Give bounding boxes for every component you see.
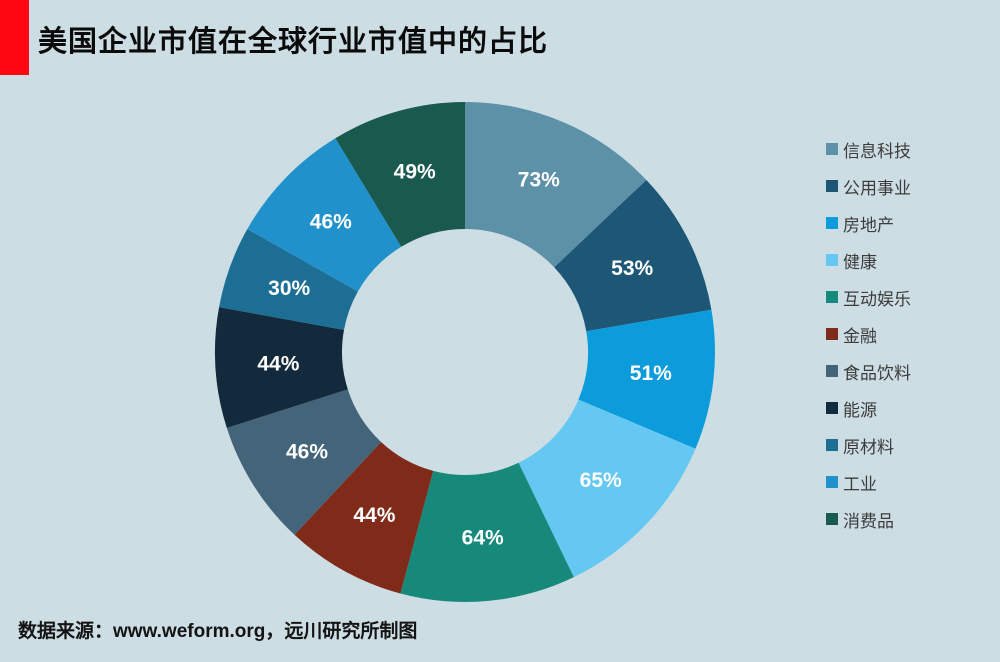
page-title: 美国企业市值在全球行业市值中的占比 — [38, 26, 549, 58]
segment-value-label: 49% — [394, 160, 436, 183]
segment-value-label: 44% — [257, 352, 299, 375]
legend-swatch-icon — [826, 143, 838, 155]
chart-legend: 信息科技 公用事业 房地产 健康 互动娱乐 金融 食品饮料 — [826, 140, 911, 531]
legend-swatch-icon — [826, 328, 838, 340]
segment-value-label: 64% — [462, 527, 504, 550]
legend-swatch-icon — [826, 476, 838, 488]
donut-segment — [465, 102, 647, 268]
segment-value-label: 53% — [611, 257, 653, 280]
legend-swatch-icon — [826, 291, 838, 303]
donut-segment — [214, 307, 348, 428]
donut-chart: 73% 53% 51% 65% 64% 44% 46% 44% 30% 46% 49% — [214, 102, 715, 602]
legend-label: 金融 — [843, 326, 877, 346]
segment-value-label: 30% — [268, 277, 310, 300]
donut-segment — [400, 462, 574, 602]
donut-segment — [247, 138, 402, 292]
legend-swatch-icon — [826, 254, 838, 266]
legend-item: 食品饮料 — [826, 362, 911, 383]
legend-label: 信息科技 — [843, 141, 911, 161]
legend-label: 公用事业 — [843, 178, 911, 198]
source-attribution: 数据来源：www.weform.org，远川研究所制图 — [18, 621, 418, 642]
legend-item: 房地产 — [826, 214, 911, 235]
segment-value-label: 73% — [518, 169, 560, 192]
title-accent-block — [0, 0, 29, 75]
legend-item: 健康 — [826, 251, 911, 272]
legend-item: 能源 — [826, 399, 911, 420]
segment-value-label: 46% — [310, 210, 352, 233]
segment-value-label: 51% — [630, 362, 672, 385]
donut-segment — [294, 441, 434, 594]
legend-label: 健康 — [843, 252, 877, 272]
legend-item: 公用事业 — [826, 177, 911, 198]
donut-segment — [518, 399, 696, 578]
legend-swatch-icon — [826, 217, 838, 229]
legend-swatch-icon — [826, 365, 838, 377]
legend-item: 金融 — [826, 325, 911, 346]
legend-item: 工业 — [826, 473, 911, 494]
legend-item: 消费品 — [826, 510, 911, 531]
legend-swatch-icon — [826, 180, 838, 192]
legend-label: 消费品 — [843, 511, 894, 531]
legend-label: 房地产 — [843, 215, 894, 235]
legend-label: 工业 — [843, 474, 877, 494]
segment-value-label: 44% — [353, 504, 395, 527]
legend-swatch-icon — [826, 513, 838, 525]
donut-segment — [578, 309, 715, 449]
segment-value-label: 65% — [580, 469, 622, 492]
donut-segment — [335, 102, 465, 247]
legend-item: 原材料 — [826, 436, 911, 457]
legend-label: 原材料 — [843, 437, 894, 457]
legend-label: 互动娱乐 — [843, 289, 911, 309]
segment-value-label: 46% — [286, 441, 328, 464]
legend-item: 信息科技 — [826, 140, 911, 161]
donut-segment — [554, 179, 712, 332]
legend-swatch-icon — [826, 439, 838, 451]
legend-swatch-icon — [826, 402, 838, 414]
legend-label: 能源 — [843, 400, 877, 420]
donut-segment — [226, 389, 382, 535]
donut-segment — [219, 229, 358, 330]
legend-label: 食品饮料 — [843, 363, 911, 383]
legend-item: 互动娱乐 — [826, 288, 911, 309]
